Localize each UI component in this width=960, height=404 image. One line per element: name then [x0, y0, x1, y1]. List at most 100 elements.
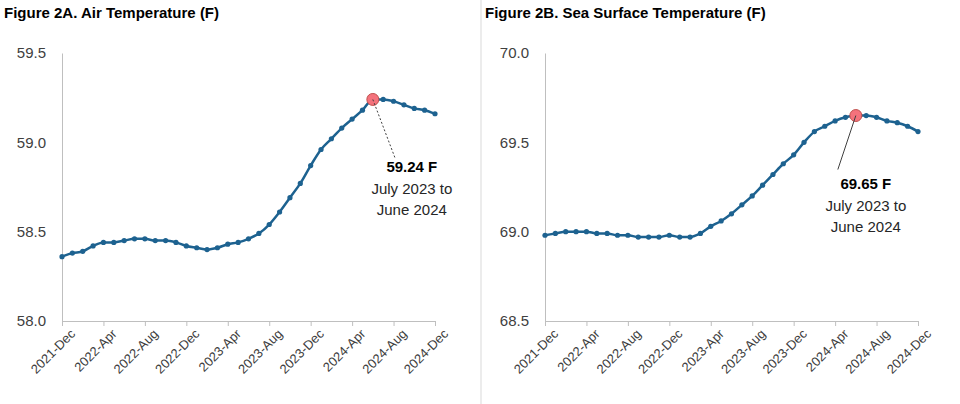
series-point — [90, 243, 95, 248]
x-axis: 2021-Dec2022-Apr2022-Aug2022-Dec2023-Apr… — [28, 321, 452, 377]
series-point — [59, 254, 64, 259]
series-point — [412, 106, 417, 111]
series-point — [625, 233, 630, 238]
value-label: 59.24 F — [386, 158, 437, 175]
y-tick: 59.0 — [17, 134, 62, 151]
series-point — [843, 115, 848, 120]
annotation-leader — [373, 99, 395, 157]
y-tick-label: 70.0 — [500, 44, 529, 61]
series-point — [329, 136, 334, 141]
x-tick-label: 2024-Aug — [359, 326, 409, 376]
x-tick-mark — [269, 321, 270, 326]
series-point — [687, 234, 692, 239]
x-tick-label: 2024-Dec — [884, 326, 935, 377]
series-point — [605, 231, 610, 236]
x-tick: 2024-Dec — [401, 321, 452, 377]
series-point — [594, 231, 599, 236]
series-point — [636, 234, 641, 239]
x-tick-mark — [352, 321, 353, 326]
plot-area — [542, 110, 920, 240]
annotation-text: July 2023 to — [825, 197, 906, 214]
x-tick-label: 2023-Dec — [759, 326, 810, 377]
x-tick-mark — [628, 321, 629, 326]
x-tick-label: 2021-Dec — [28, 326, 79, 377]
series-point — [895, 120, 900, 125]
x-tick-mark — [794, 321, 795, 326]
series-point — [308, 163, 313, 168]
series-point — [70, 251, 75, 256]
series-point — [677, 234, 682, 239]
y-tick: 58.5 — [17, 223, 62, 240]
series-point — [246, 236, 251, 241]
x-tick-mark — [835, 321, 836, 326]
x-tick-mark — [435, 321, 436, 326]
series-point — [318, 147, 323, 152]
series-point — [915, 129, 920, 134]
x-tick-mark — [103, 321, 104, 326]
series-point — [422, 108, 427, 113]
series-point — [391, 99, 396, 104]
x-tick-mark — [62, 321, 63, 326]
x-tick-mark — [752, 321, 753, 326]
x-tick-label: 2021-Dec — [511, 326, 562, 377]
series-point — [698, 231, 703, 236]
y-tick: 70.0 — [500, 44, 545, 61]
x-tick: 2023-Dec — [276, 321, 327, 377]
series-point — [381, 97, 386, 102]
x-axis: 2021-Dec2022-Apr2022-Aug2022-Dec2023-Apr… — [511, 321, 935, 377]
x-tick-mark — [394, 321, 395, 326]
series-point — [729, 211, 734, 216]
x-tick-mark — [918, 321, 919, 326]
x-tick-label: 2024-Dec — [401, 326, 452, 377]
series-point — [874, 115, 879, 120]
series-point — [667, 233, 672, 238]
series-point — [267, 222, 272, 227]
series-point — [132, 236, 137, 241]
x-tick: 2022-Dec — [635, 321, 686, 377]
x-tick: 2021-Dec — [511, 321, 562, 377]
x-tick: 2022-Dec — [152, 321, 203, 377]
series-point — [101, 240, 106, 245]
series-point — [781, 161, 786, 166]
series-point — [884, 118, 889, 123]
series-point — [563, 229, 568, 234]
y-tick-label: 69.5 — [500, 134, 529, 151]
x-tick-mark — [311, 321, 312, 326]
x-tick-label: 2022-Dec — [152, 326, 203, 377]
series-point — [833, 118, 838, 123]
value-label: 69.65 F — [840, 175, 891, 192]
series-point — [215, 245, 220, 250]
annotation: 69.65 FJuly 2023 toJune 2024 — [825, 116, 906, 235]
x-tick: 2024-Dec — [884, 321, 935, 377]
y-axis: 58.058.559.059.5 — [17, 44, 63, 329]
series-point — [615, 233, 620, 238]
x-tick-label: 2022-Aug — [594, 326, 644, 376]
panel-separator — [481, 0, 482, 404]
series-point — [204, 247, 209, 252]
y-tick-label: 69.0 — [500, 223, 529, 240]
series-point — [194, 245, 199, 250]
y-tick: 69.0 — [500, 223, 545, 240]
x-tick: 2021-Dec — [28, 321, 79, 377]
series-point — [864, 113, 869, 118]
panel: Figure 2A. Air Temperature (F)58.058.559… — [4, 4, 452, 377]
series-point — [350, 117, 355, 122]
x-tick-mark — [545, 321, 546, 326]
x-tick-label: 2023-Aug — [718, 326, 768, 376]
x-tick-mark — [877, 321, 878, 326]
annotation-text: June 2024 — [377, 201, 447, 218]
x-tick-label: 2022-Aug — [111, 326, 161, 376]
y-axis-line — [545, 54, 546, 322]
x-tick-label: 2024-Aug — [842, 326, 892, 376]
x-tick-label: 2022-Dec — [635, 326, 686, 377]
series-point — [256, 231, 261, 236]
plot-area — [59, 93, 437, 259]
x-tick-mark — [186, 321, 187, 326]
series-point — [905, 124, 910, 129]
series-point — [812, 129, 817, 134]
panel: Figure 2B. Sea Surface Temperature (F)68… — [485, 4, 935, 377]
y-axis-line — [62, 54, 63, 322]
series-point — [573, 229, 578, 234]
x-tick-mark — [711, 321, 712, 326]
series-point — [719, 218, 724, 223]
